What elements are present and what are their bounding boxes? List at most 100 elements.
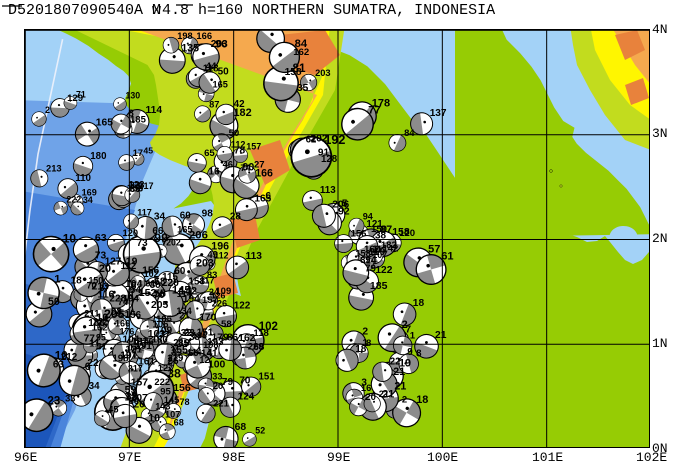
svg-text:192: 192 [324,133,345,147]
svg-text:71: 71 [76,89,86,99]
svg-text:33: 33 [212,372,222,382]
svg-text:79: 79 [222,377,234,388]
svg-text:158: 158 [392,226,410,238]
svg-text:18: 18 [416,394,428,406]
svg-text:156: 156 [173,382,191,394]
svg-text:206: 206 [189,230,208,242]
svg-text:156: 156 [351,229,367,240]
svg-text:8: 8 [416,348,422,359]
svg-text:18: 18 [355,344,367,355]
svg-text:27: 27 [254,160,265,171]
svg-text:1: 1 [54,273,61,285]
svg-text:112: 112 [231,140,246,150]
svg-text:95: 95 [160,387,171,398]
svg-text:20: 20 [213,381,223,391]
svg-text:90: 90 [242,162,254,174]
svg-text:73: 73 [137,238,148,249]
svg-text:18: 18 [71,276,83,287]
svg-text:17: 17 [133,148,143,158]
svg-text:45: 45 [143,146,153,156]
svg-text:34: 34 [83,195,93,205]
svg-text:205: 205 [151,300,169,311]
svg-text:165: 165 [96,118,113,129]
svg-text:61: 61 [441,250,453,262]
svg-text:151: 151 [259,371,276,382]
svg-text:99: 99 [154,231,168,245]
svg-text:105: 105 [156,314,173,325]
svg-text:42: 42 [234,99,245,110]
svg-text:50: 50 [229,128,240,139]
svg-text:49: 49 [207,250,218,261]
svg-text:68: 68 [174,417,184,427]
svg-text:228: 228 [109,294,126,305]
svg-text:77: 77 [368,105,381,117]
svg-text:55: 55 [154,288,166,300]
svg-text:110: 110 [75,173,91,184]
svg-text:77: 77 [84,334,96,345]
svg-text:142: 142 [179,286,197,298]
svg-text:68: 68 [235,422,247,433]
svg-text:50: 50 [218,67,230,78]
svg-text:50: 50 [48,296,60,308]
svg-text:18: 18 [413,298,425,309]
svg-text:118: 118 [253,328,269,339]
svg-text:162: 162 [238,333,255,344]
svg-text:198: 198 [177,31,192,41]
svg-text:91: 91 [318,148,330,159]
svg-text:38: 38 [167,367,181,381]
svg-text:63: 63 [95,232,107,244]
svg-text:2: 2 [402,394,407,405]
svg-text:117: 117 [137,207,152,217]
svg-text:83: 83 [207,269,217,280]
svg-text:21: 21 [179,309,189,320]
svg-text:96: 96 [215,39,227,51]
svg-text:156: 156 [125,310,142,321]
svg-text:70: 70 [239,376,251,387]
svg-text:28: 28 [230,211,241,222]
svg-text:165: 165 [213,80,228,90]
svg-text:8: 8 [366,338,372,349]
svg-text:213: 213 [46,163,62,174]
svg-text:102: 102 [144,269,159,279]
svg-text:33: 33 [65,394,75,404]
svg-text:70: 70 [87,281,97,291]
svg-text:222: 222 [66,195,81,205]
svg-text:20: 20 [365,392,376,403]
svg-text:180: 180 [152,335,168,346]
svg-text:98: 98 [202,209,214,220]
svg-text:113: 113 [320,185,336,196]
svg-text:94: 94 [363,212,374,222]
svg-text:9: 9 [407,347,413,358]
svg-text:157: 157 [246,141,261,151]
svg-text:84: 84 [404,127,415,138]
svg-text:65: 65 [204,148,215,159]
svg-text:122: 122 [375,265,392,276]
svg-text:191: 191 [120,350,138,361]
svg-text:10: 10 [148,412,160,424]
svg-text:45: 45 [108,404,118,414]
svg-text:26: 26 [167,356,179,367]
svg-text:84: 84 [295,38,308,50]
svg-text:2: 2 [362,326,368,337]
svg-text:170: 170 [199,313,216,324]
svg-text:14: 14 [365,255,377,267]
svg-text:21: 21 [379,389,389,399]
svg-text:20: 20 [99,263,111,275]
svg-text:157: 157 [202,295,218,306]
svg-text:19: 19 [126,257,138,268]
svg-text:113: 113 [246,251,263,262]
svg-text:203: 203 [315,68,331,78]
svg-text:87: 87 [209,99,219,109]
svg-text:20: 20 [134,400,146,411]
svg-text:57: 57 [428,244,440,256]
svg-text:202: 202 [166,238,181,248]
svg-text:120: 120 [123,227,139,238]
svg-text:114: 114 [146,105,163,116]
svg-text:44: 44 [206,62,217,73]
svg-text:217: 217 [138,181,153,191]
svg-text:104: 104 [125,278,143,290]
svg-text:21: 21 [393,366,405,378]
svg-text:60: 60 [180,211,191,222]
svg-text:21: 21 [435,330,447,341]
svg-text:180: 180 [90,151,106,162]
